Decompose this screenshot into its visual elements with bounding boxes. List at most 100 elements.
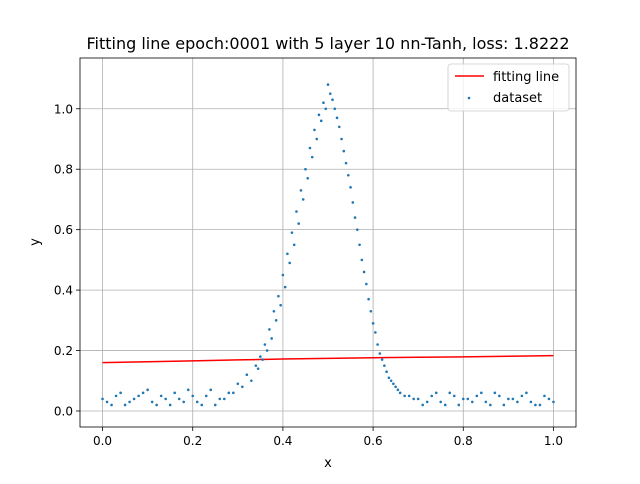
x-axis-label: x bbox=[324, 456, 332, 471]
dataset-point bbox=[177, 397, 181, 401]
dataset-point bbox=[227, 391, 231, 395]
dataset-point bbox=[236, 382, 240, 386]
legend-dataset-swatch bbox=[467, 96, 471, 100]
dataset-point bbox=[209, 388, 213, 392]
dataset-point bbox=[398, 391, 402, 395]
dataset-point bbox=[493, 391, 497, 395]
dataset-point bbox=[326, 83, 330, 86]
dataset-point bbox=[186, 388, 190, 392]
dataset-point bbox=[520, 394, 524, 398]
y-tick-label: 0.2 bbox=[54, 344, 73, 358]
plot-area bbox=[80, 58, 576, 427]
dataset-point bbox=[407, 394, 411, 398]
dataset-point bbox=[337, 125, 341, 129]
dataset-point bbox=[319, 119, 323, 123]
dataset-point bbox=[511, 397, 515, 401]
dataset-point bbox=[310, 155, 314, 159]
y-axis-ticks: 0.0 0.2 0.4 0.6 0.8 1.0 bbox=[54, 102, 80, 418]
dataset-point bbox=[392, 382, 395, 386]
dataset-point bbox=[374, 331, 377, 334]
chart-title: Fitting line epoch:0001 with 5 layer 10 … bbox=[86, 34, 569, 53]
dataset-point bbox=[164, 397, 167, 401]
dataset-point bbox=[371, 322, 375, 325]
dataset-point bbox=[360, 258, 364, 262]
dataset-point bbox=[331, 98, 334, 102]
dataset-point bbox=[286, 252, 289, 256]
dataset-point bbox=[344, 161, 348, 165]
dataset-point bbox=[547, 397, 551, 401]
dataset-point bbox=[250, 379, 253, 383]
dataset-point bbox=[222, 397, 226, 401]
dataset-point bbox=[256, 367, 260, 370]
dataset-point bbox=[430, 394, 434, 398]
dataset-point bbox=[421, 403, 424, 407]
dataset-point bbox=[272, 309, 276, 313]
dataset-point bbox=[383, 364, 386, 367]
dataset-point bbox=[387, 376, 391, 380]
dataset-point bbox=[507, 397, 510, 401]
dataset-point bbox=[378, 352, 382, 355]
x-tick-label: 0.6 bbox=[364, 434, 383, 448]
dataset-point bbox=[297, 222, 300, 225]
dataset-point bbox=[543, 394, 546, 398]
dataset-point bbox=[502, 403, 506, 407]
dataset-point bbox=[195, 400, 199, 404]
dataset-point bbox=[489, 403, 492, 407]
legend-dataset-label: dataset bbox=[493, 91, 542, 106]
dataset-point bbox=[146, 388, 149, 392]
dataset-point bbox=[301, 198, 305, 201]
dataset-point bbox=[434, 391, 438, 395]
dataset-point bbox=[365, 282, 368, 286]
dataset-point bbox=[155, 403, 158, 407]
dataset-point bbox=[367, 297, 370, 301]
dataset-point bbox=[349, 186, 352, 189]
dataset-point bbox=[412, 397, 415, 401]
y-tick-label: 0.6 bbox=[54, 223, 73, 237]
dataset-point bbox=[304, 167, 307, 171]
dataset-point bbox=[261, 358, 264, 361]
dataset-point bbox=[315, 137, 319, 141]
grid-lines bbox=[80, 58, 576, 427]
dataset-point bbox=[470, 400, 474, 404]
dataset-point bbox=[484, 400, 488, 404]
dataset-point bbox=[324, 107, 328, 111]
x-tick-label: 0.0 bbox=[93, 434, 112, 448]
dataset-point bbox=[356, 228, 359, 231]
dataset-point bbox=[389, 379, 393, 383]
dataset-point bbox=[306, 176, 310, 180]
dataset-point bbox=[416, 397, 420, 401]
dataset-point bbox=[480, 391, 483, 395]
dataset-series bbox=[101, 83, 555, 407]
dataset-point bbox=[128, 400, 131, 404]
dataset-point bbox=[529, 400, 533, 404]
dataset-point bbox=[268, 328, 271, 331]
dataset-point bbox=[241, 385, 244, 389]
dataset-point bbox=[283, 285, 287, 289]
dataset-point bbox=[299, 189, 303, 192]
x-tick-label: 0.8 bbox=[454, 434, 473, 448]
dataset-point bbox=[132, 397, 136, 401]
dataset-point bbox=[114, 394, 118, 398]
dataset-point bbox=[534, 403, 537, 407]
dataset-point bbox=[182, 400, 186, 404]
fitting-line-series bbox=[102, 354, 554, 364]
dataset-point bbox=[245, 373, 249, 377]
dataset-point bbox=[277, 294, 280, 298]
dataset-point bbox=[396, 388, 400, 392]
dataset-point bbox=[498, 394, 501, 398]
dataset-point bbox=[439, 400, 443, 404]
dataset-point bbox=[173, 391, 176, 395]
dataset-point bbox=[232, 391, 235, 395]
dataset-point bbox=[452, 394, 456, 398]
dataset-point bbox=[475, 394, 479, 398]
dataset-point bbox=[380, 358, 384, 361]
dataset-point bbox=[425, 400, 429, 404]
y-tick-label: 0.4 bbox=[54, 284, 73, 298]
dataset-point bbox=[213, 403, 217, 407]
x-tick-label: 0.4 bbox=[273, 434, 292, 448]
dataset-point bbox=[353, 216, 357, 219]
dataset-point bbox=[200, 403, 204, 407]
dataset-point bbox=[105, 400, 109, 404]
dataset-point bbox=[443, 403, 447, 407]
